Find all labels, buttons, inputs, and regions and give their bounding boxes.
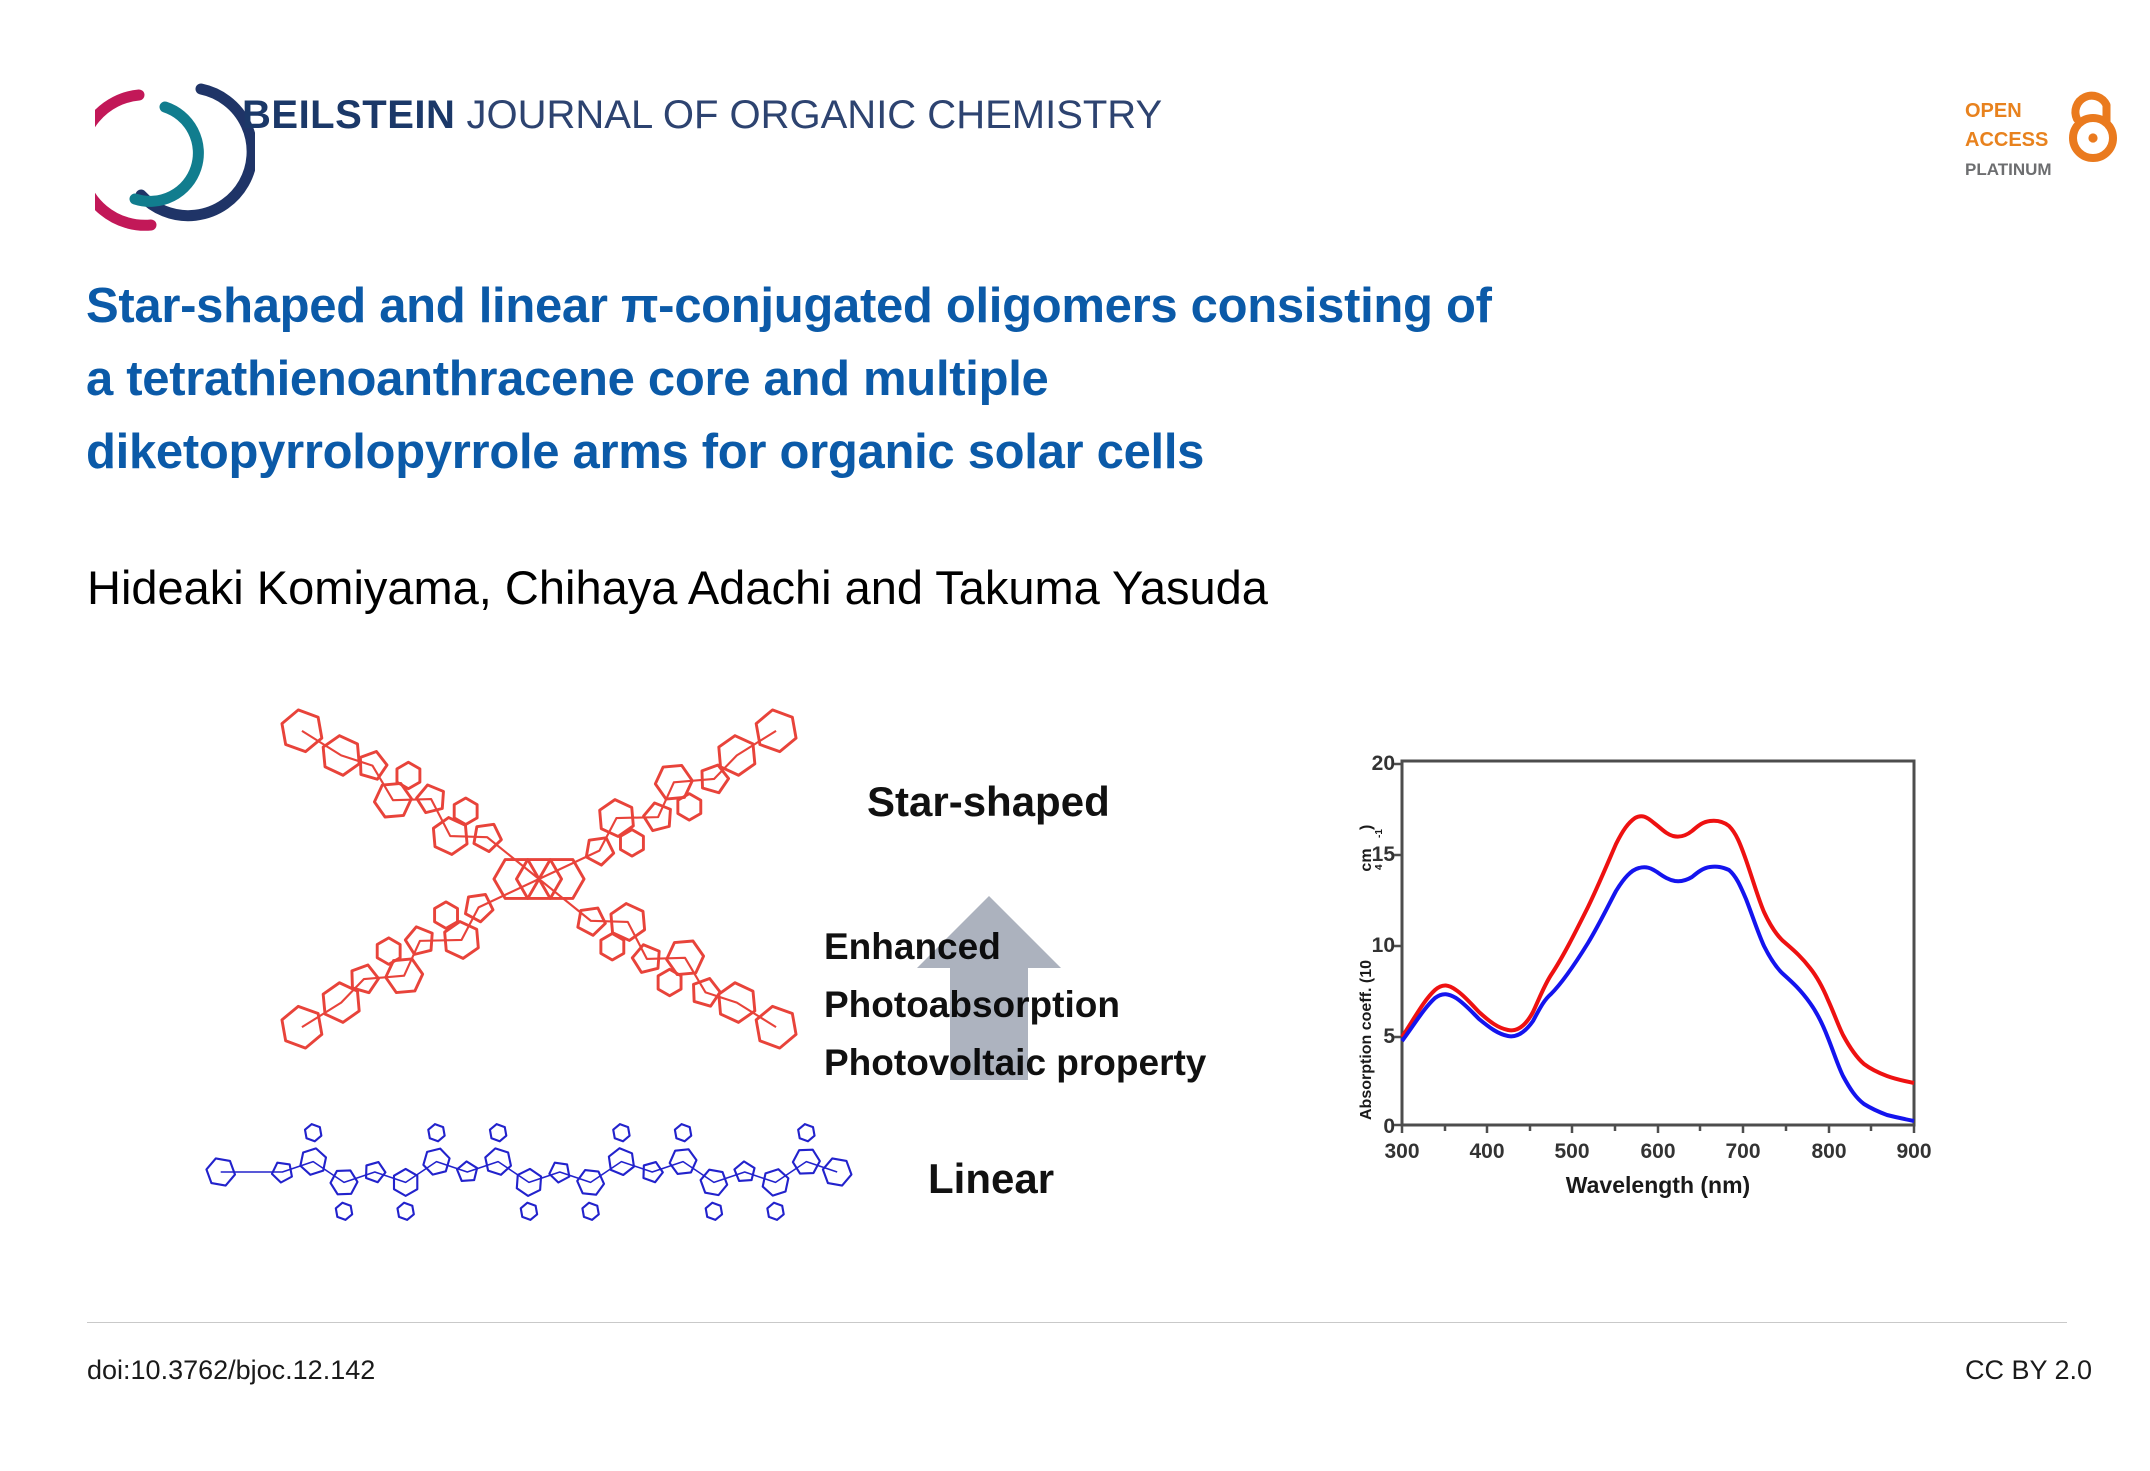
svg-text:500: 500 bbox=[1554, 1140, 1589, 1163]
svg-text:-1: -1 bbox=[1374, 829, 1385, 838]
svg-text:20: 20 bbox=[1372, 752, 1395, 775]
svg-text:900: 900 bbox=[1896, 1140, 1931, 1163]
svg-text:300: 300 bbox=[1384, 1140, 1419, 1163]
svg-text:800: 800 bbox=[1811, 1140, 1846, 1163]
svg-text:PLATINUM: PLATINUM bbox=[1965, 160, 2052, 179]
svg-text:400: 400 bbox=[1469, 1140, 1504, 1163]
svg-text:700: 700 bbox=[1725, 1140, 1760, 1163]
svg-text:Wavelength (nm): Wavelength (nm) bbox=[1566, 1172, 1750, 1198]
svg-text:cm: cm bbox=[1358, 848, 1375, 871]
svg-text:600: 600 bbox=[1640, 1140, 1675, 1163]
svg-text:ACCESS: ACCESS bbox=[1965, 129, 2048, 151]
svg-text:Absorption coeff. (10: Absorption coeff. (10 bbox=[1358, 960, 1375, 1120]
svg-text:10: 10 bbox=[1372, 934, 1395, 957]
svg-text:4: 4 bbox=[1374, 864, 1385, 870]
svg-text:5: 5 bbox=[1383, 1025, 1395, 1048]
svg-text:): ) bbox=[1358, 825, 1375, 830]
svg-text:15: 15 bbox=[1372, 843, 1396, 866]
svg-text:0: 0 bbox=[1383, 1115, 1395, 1138]
svg-text:OPEN: OPEN bbox=[1965, 100, 2022, 122]
